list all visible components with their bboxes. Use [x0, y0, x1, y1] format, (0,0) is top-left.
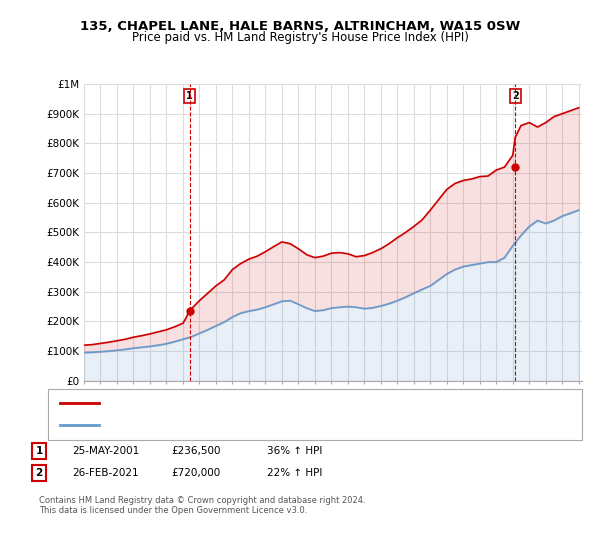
- Text: 1: 1: [186, 91, 193, 101]
- Text: 36% ↑ HPI: 36% ↑ HPI: [267, 446, 322, 456]
- Text: 22% ↑ HPI: 22% ↑ HPI: [267, 468, 322, 478]
- Text: 135, CHAPEL LANE, HALE BARNS, ALTRINCHAM, WA15 0SW: 135, CHAPEL LANE, HALE BARNS, ALTRINCHAM…: [80, 20, 520, 32]
- Text: 26-FEB-2021: 26-FEB-2021: [72, 468, 139, 478]
- Text: 1: 1: [35, 446, 43, 456]
- Text: 2: 2: [35, 468, 43, 478]
- Text: 135, CHAPEL LANE, HALE BARNS, ALTRINCHAM, WA15 0SW (detached house): 135, CHAPEL LANE, HALE BARNS, ALTRINCHAM…: [108, 398, 487, 408]
- Text: £720,000: £720,000: [171, 468, 220, 478]
- Text: 2: 2: [512, 91, 518, 101]
- Text: HPI: Average price, detached house, Trafford: HPI: Average price, detached house, Traf…: [108, 421, 326, 431]
- Text: £236,500: £236,500: [171, 446, 221, 456]
- Text: Price paid vs. HM Land Registry's House Price Index (HPI): Price paid vs. HM Land Registry's House …: [131, 31, 469, 44]
- Text: Contains HM Land Registry data © Crown copyright and database right 2024.
This d: Contains HM Land Registry data © Crown c…: [39, 496, 365, 515]
- Text: 25-MAY-2001: 25-MAY-2001: [72, 446, 139, 456]
